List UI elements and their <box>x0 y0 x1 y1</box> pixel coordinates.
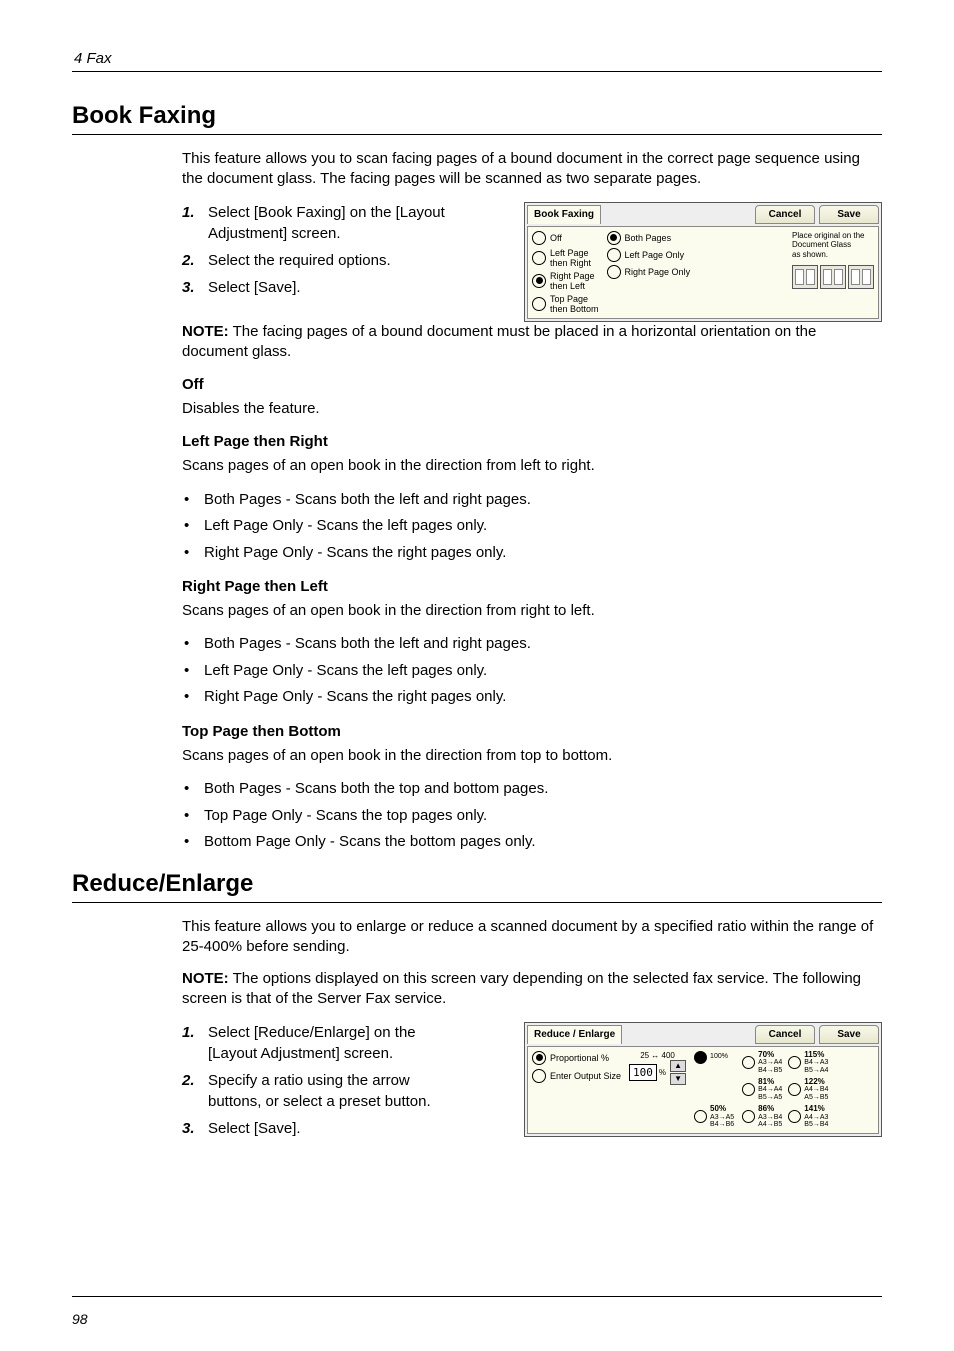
rpl-head: Right Page then Left <box>182 578 882 595</box>
lpr-body: Scans pages of an open book in the direc… <box>182 456 882 476</box>
bf-cancel-button[interactable]: Cancel <box>755 205 815 224</box>
re-dlg-title: Reduce / Enlarge <box>527 1025 622 1044</box>
tpb-list: Both Pages - Scans both the top and bott… <box>182 778 882 854</box>
re-preset-100[interactable]: 100% <box>694 1051 734 1064</box>
rpl-body: Scans pages of an open book in the direc… <box>182 601 882 621</box>
bf-dlg-title: Book Faxing <box>527 205 601 224</box>
re-step-3: 3.Select [Save]. <box>182 1118 452 1139</box>
bf-step-3-text: Select [Save]. <box>208 277 301 298</box>
rpl-item-2: Left Page Only - Scans the left pages on… <box>182 660 882 683</box>
bf-opt-rpl[interactable]: Right Page then Left <box>532 271 599 291</box>
lpr-head: Left Page then Right <box>182 433 882 450</box>
re-preset-c2-2[interactable]: 141%A4→A3 B5→B4 <box>788 1105 828 1129</box>
bf-step-2: 2.Select the required options. <box>182 250 452 271</box>
re-preset-c2-1[interactable]: 122%A4→B4 A5→B5 <box>788 1078 828 1102</box>
running-header: 4 Fax <box>74 50 882 67</box>
bf-step-2-text: Select the required options. <box>208 250 391 271</box>
book-faxing-dialog: Book Faxing Cancel Save Off Left Page th… <box>524 202 882 322</box>
re-preset-c2-0[interactable]: 115%B4→A3 B5→A4 <box>788 1051 828 1075</box>
re-step-2-text: Specify a ratio using the arrow buttons,… <box>208 1070 452 1112</box>
tpb-item-2: Top Page Only - Scans the top pages only… <box>182 805 882 828</box>
lpr-list: Both Pages - Scans both the left and rig… <box>182 489 882 565</box>
bf-opt-tpb[interactable]: Top Page then Bottom <box>532 294 599 314</box>
re-arrow-up[interactable]: ▲ <box>670 1060 686 1072</box>
re-note: NOTE: The options displayed on this scre… <box>182 969 882 1010</box>
rpl-item-3: Right Page Only - Scans the right pages … <box>182 686 882 709</box>
re-preset-c1-2[interactable]: 86%A3→B4 A4→B5 <box>742 1105 782 1129</box>
section-title-book-faxing: Book Faxing <box>72 102 882 130</box>
re-intro: This feature allows you to enlarge or re… <box>182 917 882 958</box>
bf-step-1: 1.Select [Book Faxing] on the [Layout Ad… <box>182 202 452 244</box>
off-head: Off <box>182 376 882 393</box>
footer-rule <box>72 1296 882 1297</box>
section-rule-2 <box>72 902 882 903</box>
re-steps: 1.Select [Reduce/Enlarge] on the [Layout… <box>182 1022 452 1139</box>
page-number: 98 <box>72 1311 88 1327</box>
re-preset-c1-0[interactable]: 70%A3→A4 B4→B5 <box>742 1051 782 1075</box>
bf-step-1-text: Select [Book Faxing] on the [Layout Adju… <box>208 202 452 244</box>
bf-note: NOTE: The facing pages of a bound docume… <box>182 322 882 363</box>
tpb-body: Scans pages of an open book in the direc… <box>182 746 882 766</box>
bf-sub-right[interactable]: Right Page Only <box>607 265 691 279</box>
bf-sub-left[interactable]: Left Page Only <box>607 248 691 262</box>
lpr-item-2: Left Page Only - Scans the left pages on… <box>182 515 882 538</box>
lpr-item-1: Both Pages - Scans both the left and rig… <box>182 489 882 512</box>
bf-intro: This feature allows you to scan facing p… <box>182 149 882 190</box>
rpl-list: Both Pages - Scans both the left and rig… <box>182 633 882 709</box>
re-step-3-text: Select [Save]. <box>208 1118 301 1139</box>
section-title-reduce-enlarge: Reduce/Enlarge <box>72 870 882 898</box>
tpb-item-1: Both Pages - Scans both the top and bott… <box>182 778 882 801</box>
tpb-head: Top Page then Bottom <box>182 723 882 740</box>
re-arrow-down[interactable]: ▼ <box>670 1073 686 1085</box>
top-rule <box>72 71 882 72</box>
section-rule-1 <box>72 134 882 135</box>
lpr-item-3: Right Page Only - Scans the right pages … <box>182 542 882 565</box>
bf-step-3: 3.Select [Save]. <box>182 277 452 298</box>
bf-sub-both[interactable]: Both Pages <box>607 231 691 245</box>
off-body: Disables the feature. <box>182 399 882 419</box>
re-cancel-button[interactable]: Cancel <box>755 1025 815 1044</box>
re-step-1-text: Select [Reduce/Enlarge] on the [Layout A… <box>208 1022 452 1064</box>
rpl-item-1: Both Pages - Scans both the left and rig… <box>182 633 882 656</box>
re-counter: 100 <box>629 1064 657 1081</box>
re-opt-proportional[interactable]: Proportional % <box>532 1051 621 1065</box>
re-opt-output-size[interactable]: Enter Output Size <box>532 1069 621 1083</box>
re-preset-c1-1[interactable]: 81%B4→A4 B5→A5 <box>742 1078 782 1102</box>
bf-opt-off[interactable]: Off <box>532 231 599 245</box>
bf-info-text: Place original on the Document Glass as … <box>792 231 874 314</box>
re-range: 25 ↔ 400 <box>640 1051 675 1060</box>
re-step-1: 1.Select [Reduce/Enlarge] on the [Layout… <box>182 1022 452 1064</box>
re-preset-50[interactable]: 50%A3→A5 B4→B6 <box>694 1105 734 1129</box>
bf-save-button[interactable]: Save <box>819 205 879 224</box>
re-save-button[interactable]: Save <box>819 1025 879 1044</box>
re-pct: % <box>659 1068 666 1077</box>
re-step-2: 2.Specify a ratio using the arrow button… <box>182 1070 452 1112</box>
reduce-enlarge-dialog: Reduce / Enlarge Cancel Save Proportiona… <box>524 1022 882 1138</box>
tpb-item-3: Bottom Page Only - Scans the bottom page… <box>182 831 882 854</box>
bf-orientation-icons <box>792 265 874 289</box>
bf-steps: 1.Select [Book Faxing] on the [Layout Ad… <box>182 202 452 298</box>
bf-opt-lpr[interactable]: Left Page then Right <box>532 248 599 268</box>
